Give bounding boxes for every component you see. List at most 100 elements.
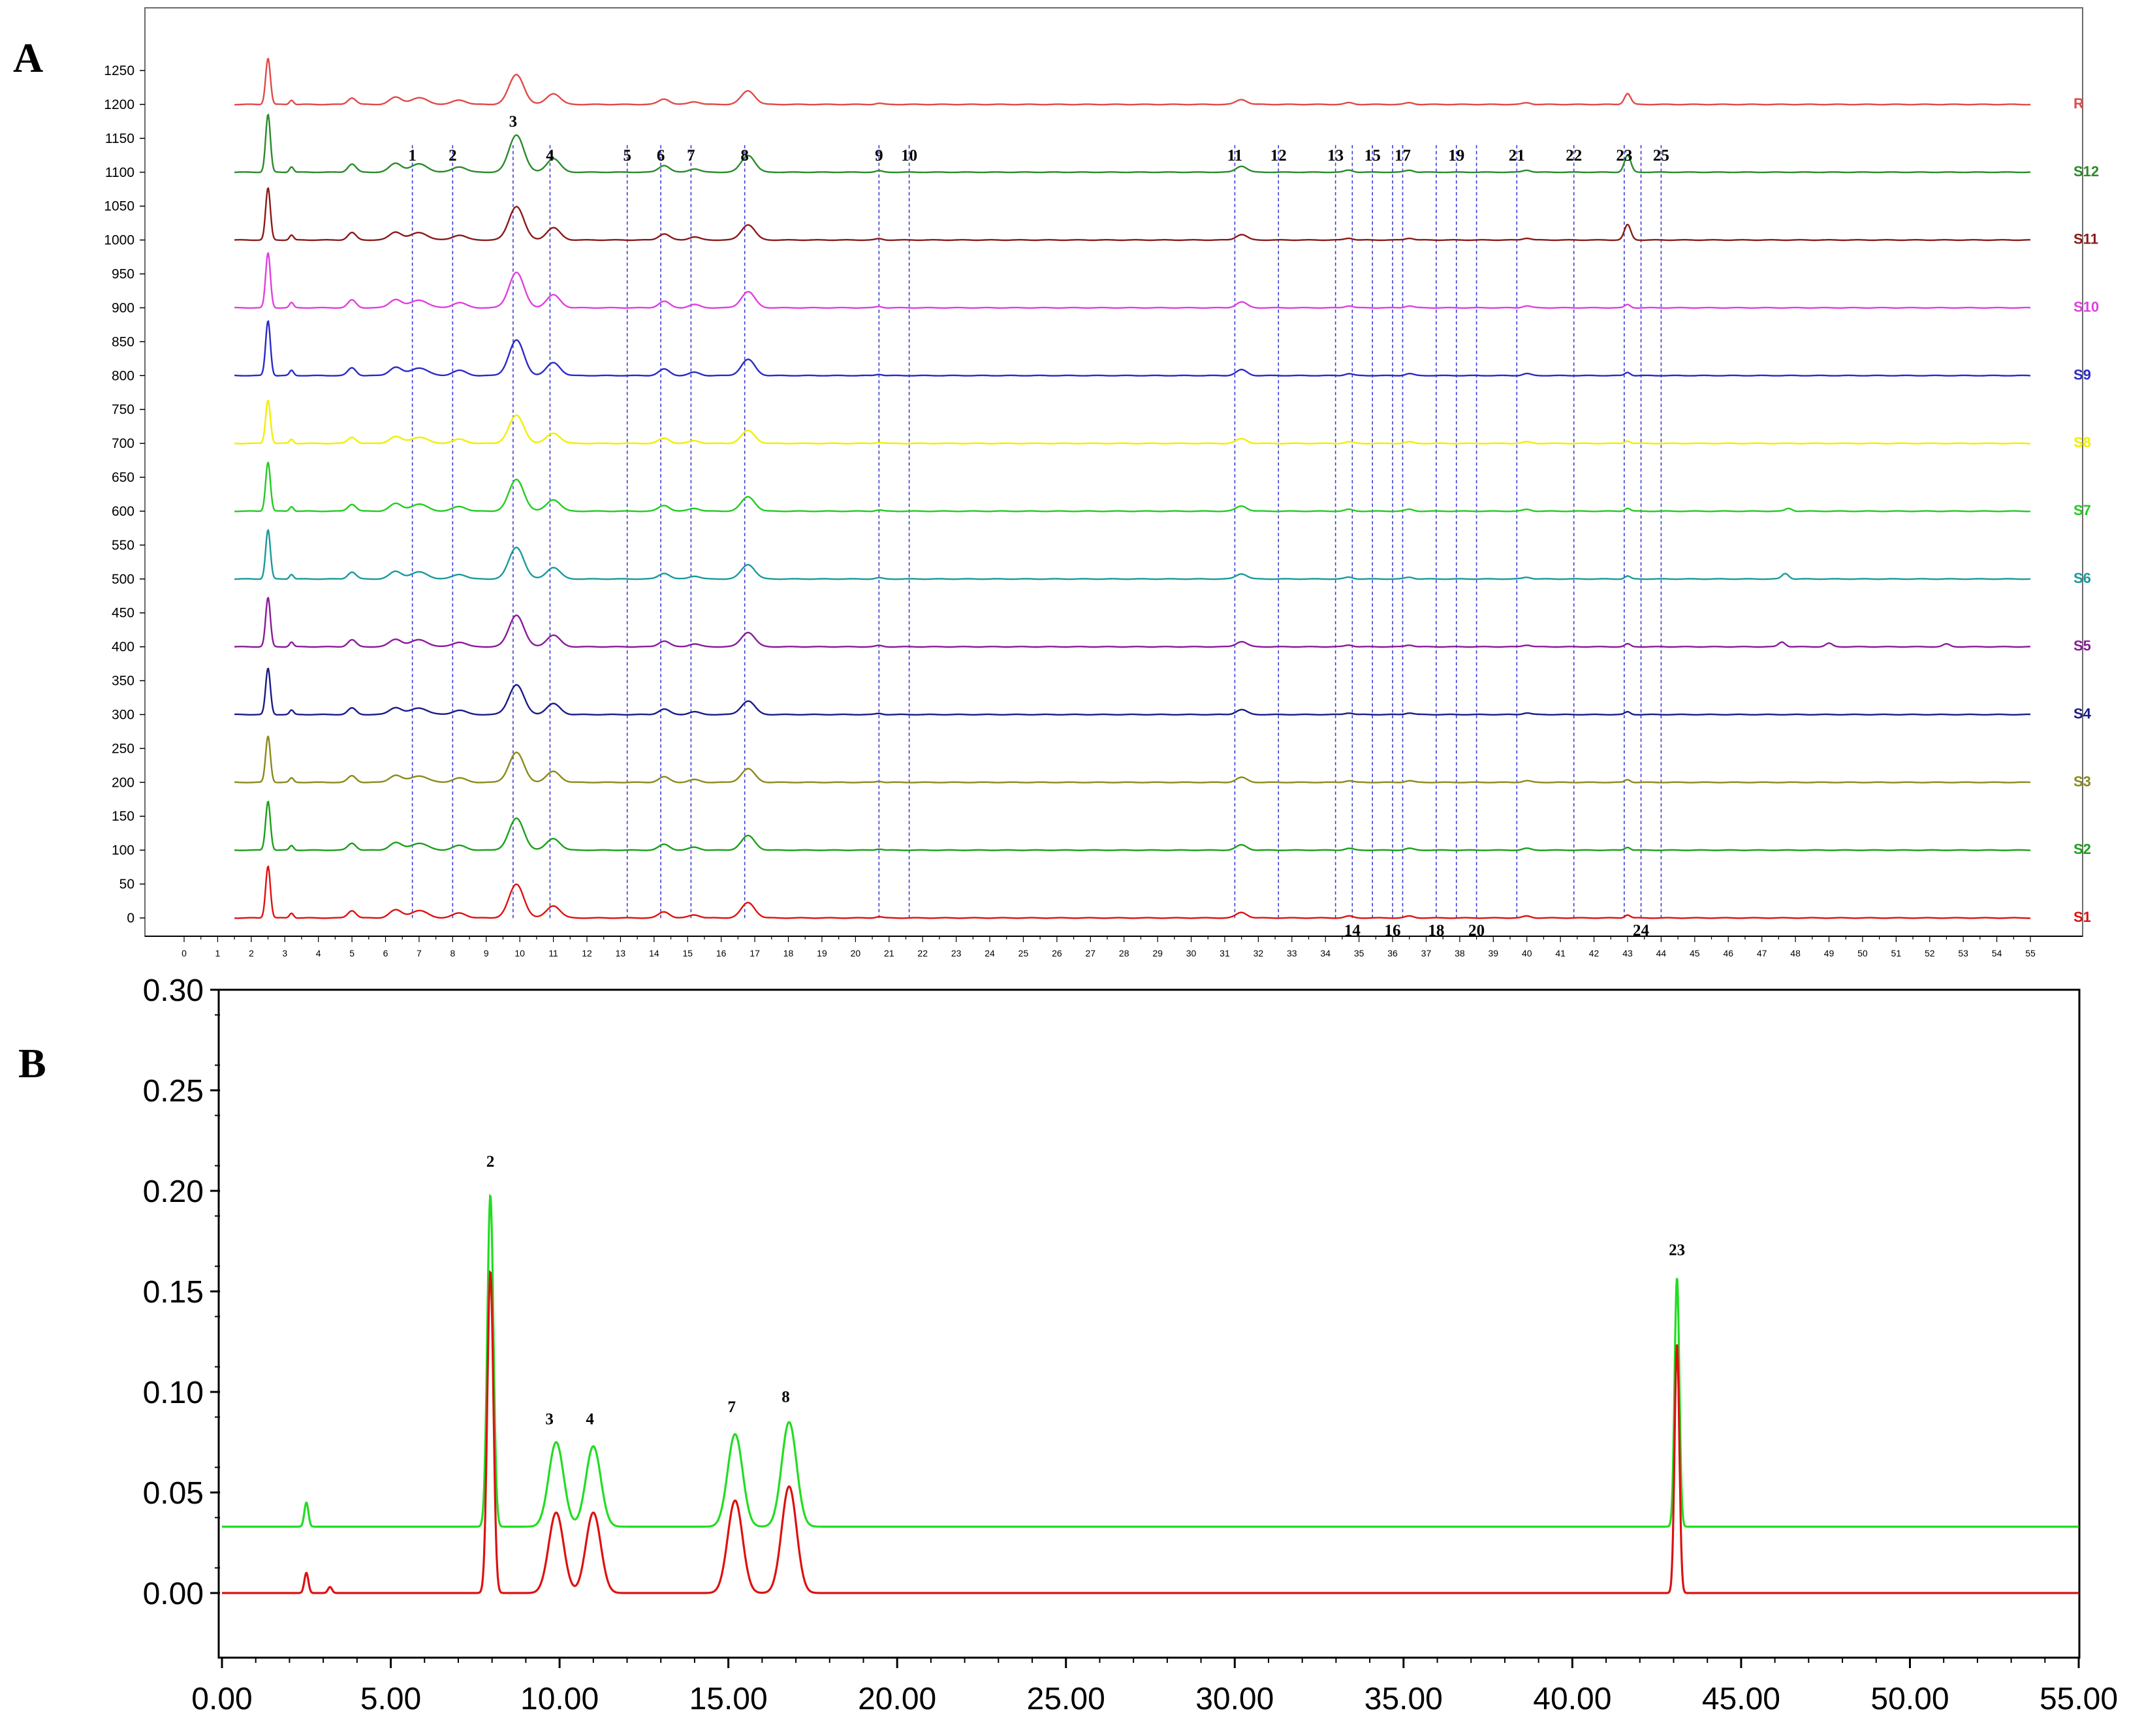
x-tick-label: 6 (383, 948, 388, 958)
peak-label: 7 (728, 1398, 736, 1416)
x-tick-label: 22 (917, 948, 928, 958)
x-tick-label: 12 (582, 948, 592, 958)
x-tick-label: 4 (316, 948, 321, 958)
y-tick-label: 450 (112, 606, 134, 621)
x-tick-label: 15 (682, 948, 693, 958)
x-tick-label: 51 (1891, 948, 1902, 958)
x-tick-label: 29 (1152, 948, 1163, 958)
y-tick-label: 0.20 (143, 1175, 204, 1209)
peak-label: 2 (486, 1153, 495, 1171)
y-tick-label: 0.05 (143, 1476, 204, 1511)
peak-label: 23 (1616, 147, 1632, 165)
y-tick-label: 0 (127, 911, 134, 926)
series-label-s10: S10 (2073, 298, 2099, 315)
peak-label: 10 (901, 147, 917, 165)
x-tick-label: 24 (985, 948, 995, 958)
x-tick-label: 18 (783, 948, 794, 958)
peak-label: 6 (657, 147, 665, 165)
y-tick-label: 1100 (105, 165, 134, 180)
trace-s8 (234, 399, 2031, 445)
x-tick-label: 0.00 (191, 1682, 252, 1716)
x-tick-label: 0 (181, 948, 187, 958)
series-label-s8: S8 (2073, 434, 2091, 450)
x-tick-label: 54 (1992, 948, 2002, 958)
peak-label: 22 (1566, 147, 1582, 165)
x-tick-label: 27 (1086, 948, 1096, 958)
y-tick-label: 1050 (104, 199, 134, 214)
y-tick-label: 0.15 (143, 1275, 204, 1310)
x-tick-label: 26 (1052, 948, 1062, 958)
x-tick-label: 41 (1555, 948, 1566, 958)
trace-s2 (234, 800, 2031, 851)
panel-a-y-axis: 0 50 100 150 200 250 300 350 400 450 500 550 600 650 7… (104, 63, 145, 926)
trace-s1 (234, 865, 2031, 919)
x-tick-label: 39 (1489, 948, 1499, 958)
y-tick-label: 650 (112, 470, 134, 485)
y-tick-label: 1250 (104, 63, 134, 78)
y-tick-label: 0.25 (143, 1074, 204, 1109)
y-tick-label: 50 (119, 877, 134, 892)
y-tick-label: 1200 (104, 97, 134, 112)
peak-label: 3 (509, 113, 518, 131)
x-tick-label: 44 (1656, 948, 1667, 958)
x-tick-label: 3 (282, 948, 287, 958)
y-tick-label: 1150 (105, 131, 134, 146)
trace-s7 (234, 461, 2031, 513)
peak-label: 25 (1653, 147, 1669, 165)
x-tick-label: 45 (1690, 948, 1700, 958)
y-tick-label: 600 (112, 504, 134, 519)
y-tick-label: 1000 (104, 233, 134, 248)
series-label-s3: S3 (2073, 773, 2091, 789)
series-label-s6: S6 (2073, 570, 2091, 586)
x-tick-label: 16 (716, 948, 727, 958)
x-tick-label: 30 (1186, 948, 1197, 958)
x-tick-label: 31 (1220, 948, 1230, 958)
x-tick-label: 5 (349, 948, 355, 958)
peak-label: 7 (687, 147, 695, 165)
x-tick-label: 49 (1824, 948, 1835, 958)
x-tick-label: 8 (450, 948, 455, 958)
y-tick-label: 350 (112, 674, 134, 689)
y-tick-label: 200 (112, 775, 134, 790)
x-tick-label: 55.00 (2040, 1682, 2118, 1716)
y-tick-label: 300 (112, 707, 134, 722)
x-tick-label: 40 (1522, 948, 1532, 958)
peak-label: 1 (408, 147, 417, 165)
x-tick-label: 10 (514, 948, 525, 958)
x-tick-label: 11 (548, 948, 558, 958)
x-tick-label: 17 (749, 948, 760, 958)
series-label-s2: S2 (2073, 841, 2091, 857)
y-tick-label: 100 (112, 843, 134, 858)
x-tick-label: 55 (2025, 948, 2036, 958)
x-tick-label: 34 (1320, 948, 1331, 958)
trace-r (234, 57, 2031, 106)
x-tick-label: 50.00 (1870, 1682, 1949, 1716)
series-label-r: R (2073, 95, 2084, 112)
panel-a-x-axis: 0 1 2 3 4 5 6 7 8 9 10 11 12 13 14 15 16 17 18 19 20 21 22 23 24… (145, 936, 2083, 958)
y-tick-label: 150 (112, 809, 134, 824)
y-tick-label: 900 (112, 300, 134, 315)
x-tick-label: 36 (1387, 948, 1398, 958)
peak-label: 21 (1509, 147, 1525, 165)
x-tick-label: 50 (1857, 948, 1868, 958)
series-label-s7: S7 (2073, 502, 2091, 518)
peak-label: 5 (623, 147, 631, 165)
x-tick-label: 9 (484, 948, 489, 958)
x-tick-label: 46 (1723, 948, 1733, 958)
series-label-s12: S12 (2073, 163, 2099, 180)
y-tick-label: 0.10 (143, 1376, 204, 1410)
panel-a-plot-frame (144, 7, 2083, 937)
trace-s3 (234, 735, 2031, 783)
x-tick-label: 42 (1589, 948, 1600, 958)
y-tick-label: 700 (112, 436, 134, 451)
peak-label: 17 (1395, 147, 1411, 165)
peak-label: 9 (875, 147, 883, 165)
x-tick-label: 45.00 (1702, 1682, 1780, 1716)
x-tick-label: 2 (249, 948, 254, 958)
y-tick-label: 250 (112, 741, 134, 756)
x-tick-label: 20.00 (858, 1682, 936, 1716)
x-tick-label: 5.00 (360, 1682, 421, 1716)
x-tick-label: 1 (215, 948, 221, 958)
